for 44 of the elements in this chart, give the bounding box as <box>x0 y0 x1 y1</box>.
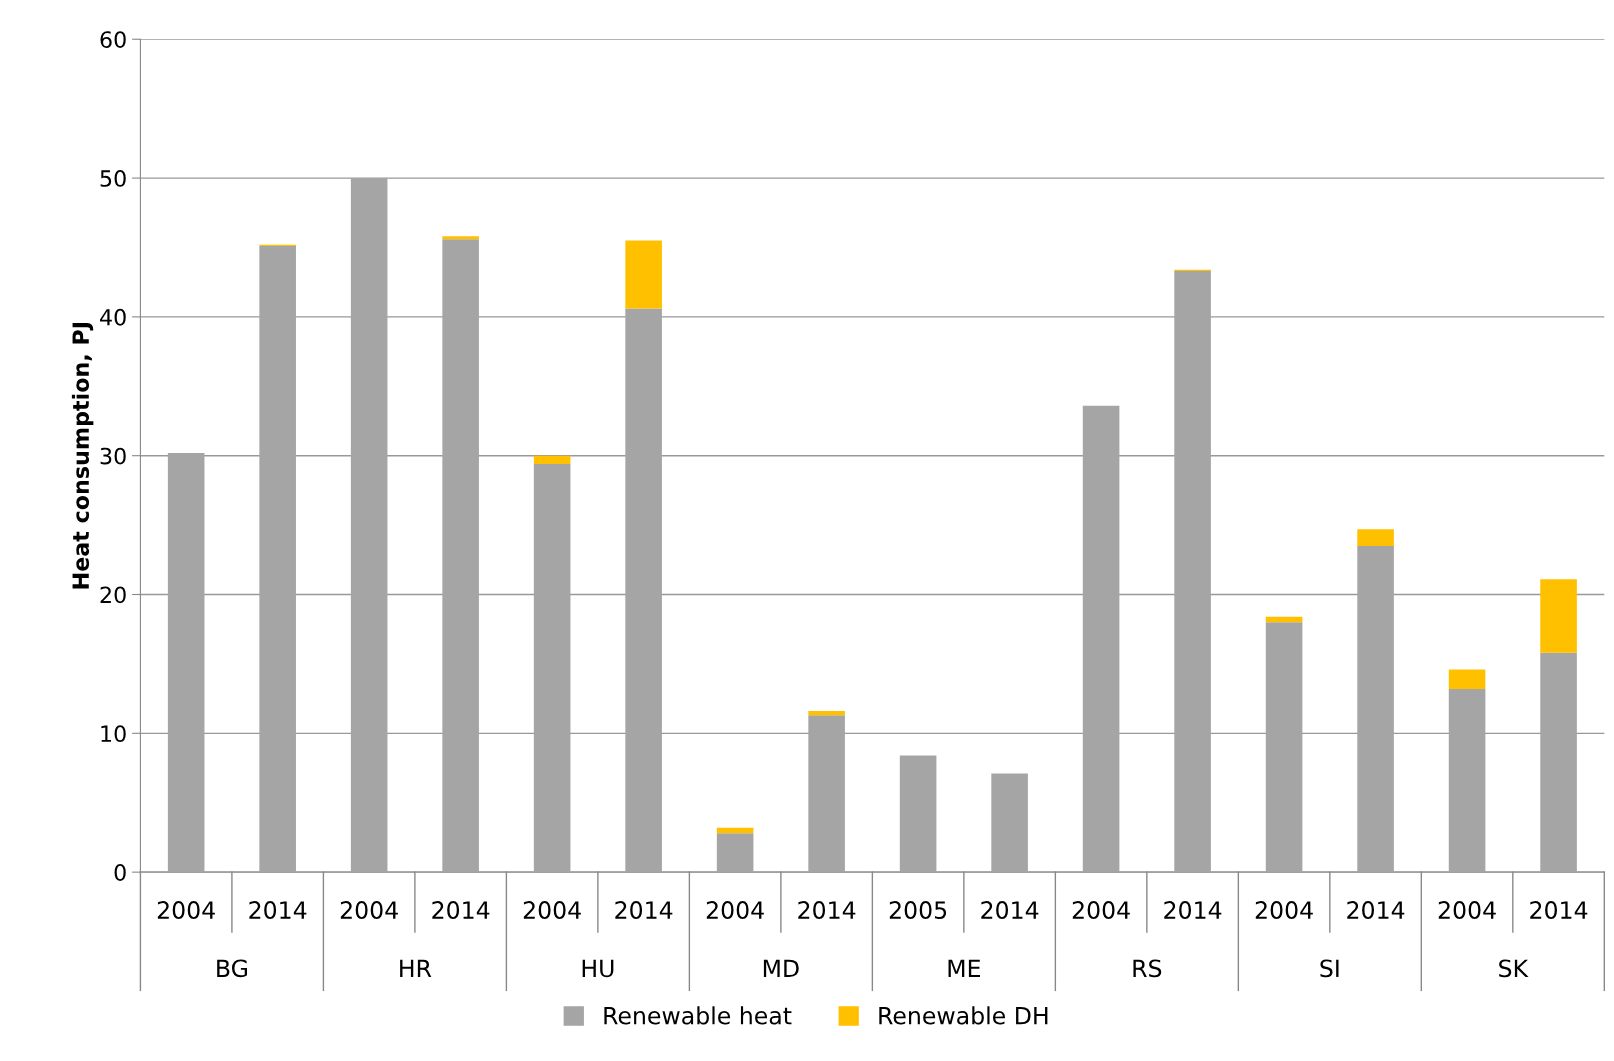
x-tick-label: 2005 <box>889 901 947 919</box>
text: BG <box>217 959 248 978</box>
y-tick-label: 30 <box>100 447 126 465</box>
x-tick-label: 2014 <box>1347 901 1405 919</box>
y-tick-label: 40 <box>100 308 126 326</box>
x-tick-label: 2014 <box>798 901 856 919</box>
bar <box>533 455 571 465</box>
x-tick-label: 2014 <box>615 901 673 919</box>
text: RS <box>1133 959 1162 978</box>
x-tick-label: 2004 <box>706 901 764 919</box>
text: SK <box>1499 959 1529 978</box>
bar <box>899 755 937 873</box>
text: HR <box>400 959 432 977</box>
text: MD <box>763 959 799 977</box>
bar <box>1357 529 1394 546</box>
y-tick-label: 60 <box>100 31 126 49</box>
text: ME <box>948 959 980 977</box>
y-axis-title: Heat consumption, PJ <box>71 323 94 589</box>
x-tick-label: 2004 <box>523 901 581 919</box>
y-tick-label: 0 <box>114 864 126 881</box>
bar <box>808 711 845 716</box>
x-tick-label: 2014 <box>1530 901 1588 919</box>
bar <box>625 240 662 309</box>
legend-label: Renewable heat <box>604 1006 792 1025</box>
bar <box>716 833 754 873</box>
bar <box>991 773 1028 873</box>
y-tick-label: 20 <box>100 586 126 604</box>
y-tick-label: 50 <box>100 170 126 187</box>
x-tick-label: 2014 <box>249 901 307 919</box>
text: HU <box>582 959 614 978</box>
bar <box>1448 669 1486 689</box>
x-tick-label: 2004 <box>1438 901 1496 919</box>
x-tick-label: 2004 <box>340 901 398 919</box>
x-tick-label: 2014 <box>981 901 1039 919</box>
x-tick-label: 2004 <box>157 901 215 919</box>
bar <box>442 236 479 240</box>
legend-label: Renewable DH <box>879 1006 1048 1025</box>
bar <box>1540 579 1577 653</box>
x-tick-label: 2004 <box>1072 901 1130 919</box>
y-tick-label: 10 <box>101 725 126 743</box>
x-tick-label: 2014 <box>432 901 490 919</box>
x-tick-label: 2014 <box>1164 901 1222 919</box>
text: SI <box>1320 959 1339 978</box>
x-tick-label: 2004 <box>1255 901 1313 919</box>
